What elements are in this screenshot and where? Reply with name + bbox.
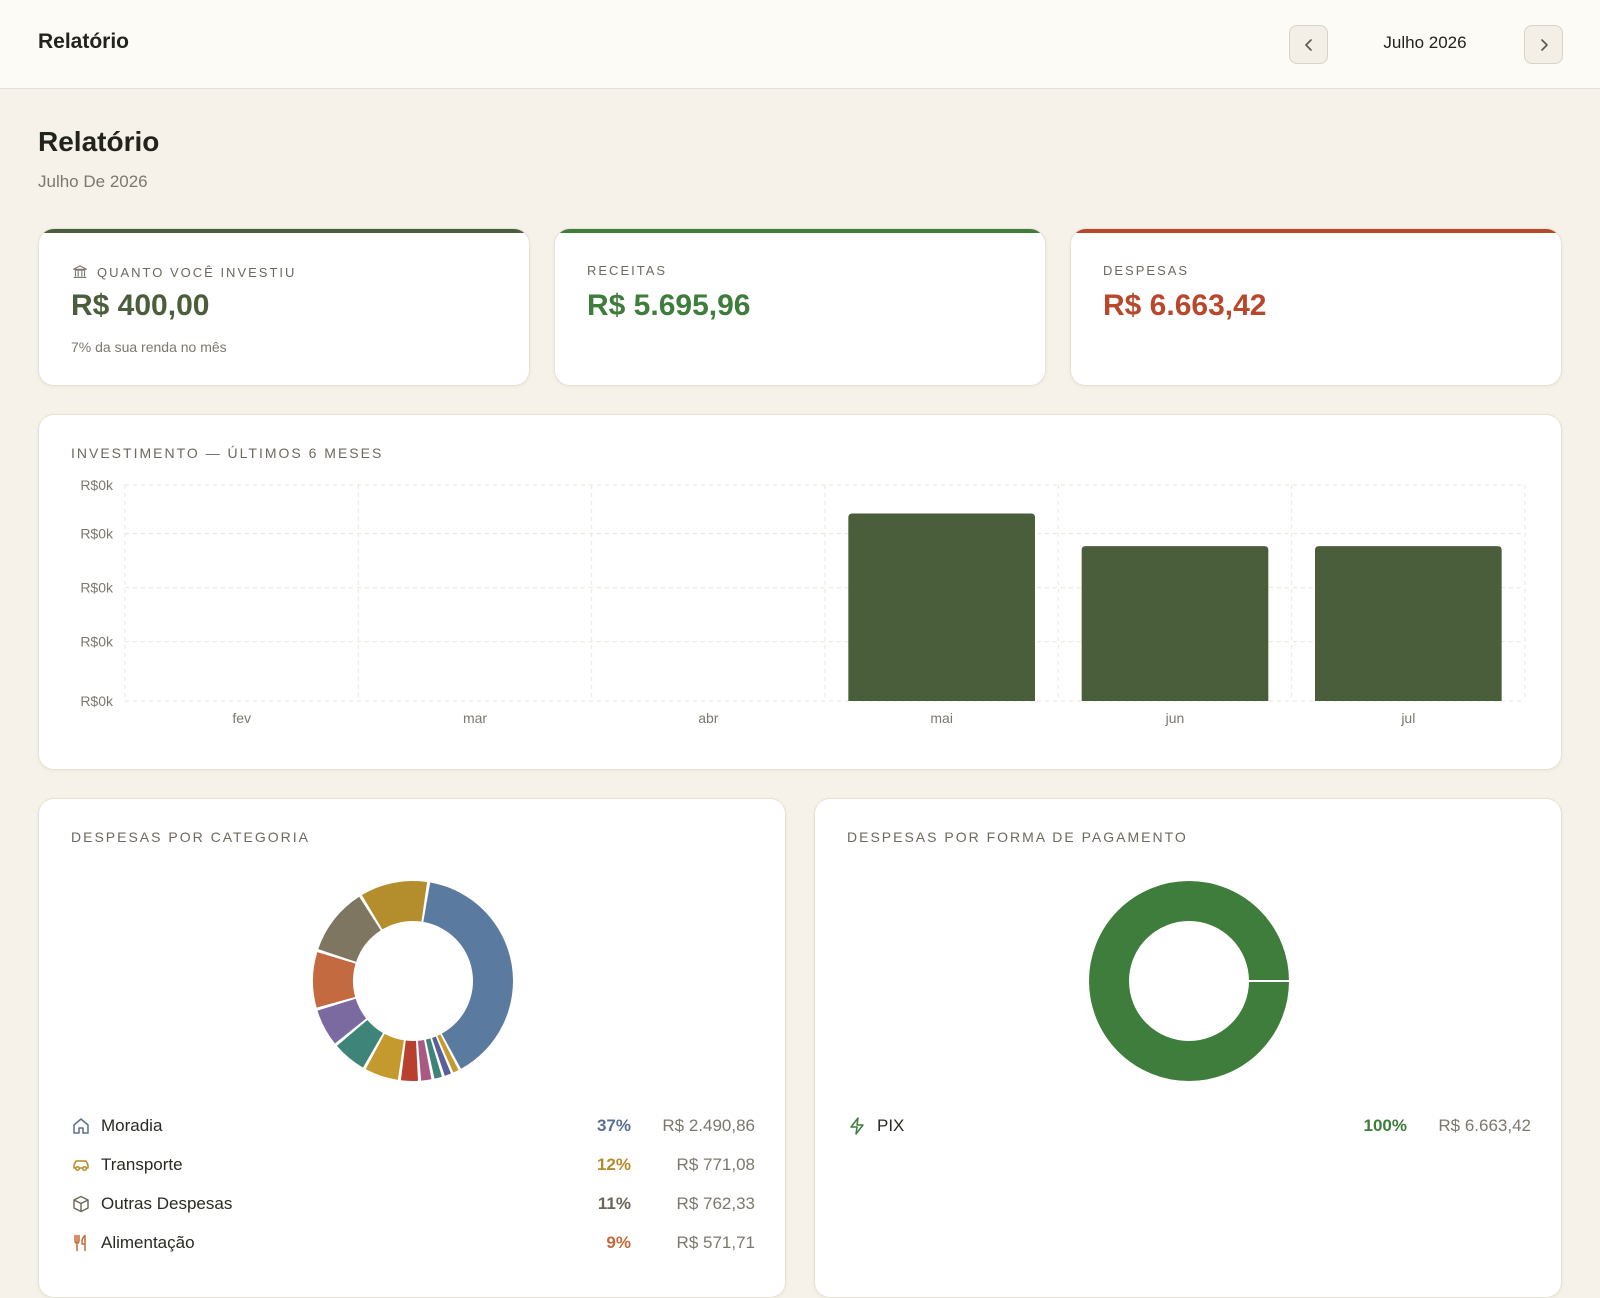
invested-label-text: QUANTO VOCÊ INVESTIU [97, 264, 297, 280]
invested-value: R$ 400,00 [71, 289, 210, 322]
investment-chart-title: INVESTIMENTO — ÚLTIMOS 6 MESES [71, 445, 384, 461]
legend-item-amount: R$ 2.490,86 [662, 1115, 755, 1135]
chevron-right-icon [1540, 38, 1548, 51]
bar-jul [1315, 546, 1502, 701]
category-card: DESPESAS POR CATEGORIA Moradia 37% R$ 2.49… [38, 798, 786, 1298]
legend-item-percent: 9% [606, 1232, 631, 1252]
card-accent [555, 229, 1045, 233]
previous-month-button[interactable] [1289, 25, 1328, 64]
invested-card: QUANTO VOCÊ INVESTIU R$ 400,00 7% da sua… [38, 228, 530, 386]
payment-donut-chart [1089, 881, 1289, 1081]
legend-item-amount: R$ 771,08 [676, 1154, 755, 1174]
x-tick-label: mai [930, 710, 953, 726]
legend-item-amount: R$ 762,33 [676, 1193, 755, 1213]
donut-slice [317, 998, 367, 1044]
donut-slice [365, 1033, 404, 1080]
app-title: Relatório [38, 30, 130, 53]
lightning-icon [847, 1116, 867, 1136]
legend-item-name: PIX [877, 1115, 905, 1135]
y-tick-label: R$0k [80, 634, 114, 650]
legend-item: Outras Despesas 11% R$ 762,33 [71, 1184, 755, 1223]
expenses-label: DESPESAS [1103, 263, 1190, 278]
x-tick-label: jun [1165, 710, 1185, 726]
legend-item-name: Alimentação [101, 1232, 195, 1252]
donut-slice [417, 1039, 432, 1081]
legend-item-amount: R$ 6.663,42 [1438, 1115, 1531, 1135]
bar-jun [1081, 546, 1269, 701]
donut-slice [361, 881, 428, 930]
y-tick-label: R$0k [80, 580, 114, 596]
bar-mai [848, 513, 1035, 701]
category-donut-chart [313, 881, 513, 1081]
income-value: R$ 5.695,96 [587, 289, 751, 322]
top-bar: Relatório Julho 2026 [0, 0, 1600, 89]
card-accent [1071, 229, 1561, 233]
box-icon [71, 1194, 91, 1214]
investment-chart-card: INVESTIMENTO — ÚLTIMOS 6 MESES R$0k R$0k R… [38, 414, 1562, 770]
income-label: RECEITAS [587, 263, 668, 278]
income-card: RECEITAS R$ 5.695,96 [554, 228, 1046, 386]
legend-item-amount: R$ 571,71 [676, 1232, 755, 1252]
expenses-value: R$ 6.663,42 [1103, 289, 1267, 322]
donut-slice [432, 1036, 451, 1076]
category-section-title: DESPESAS POR CATEGORIA [71, 829, 311, 845]
card-accent [39, 229, 529, 233]
legend-item-percent: 12% [596, 1154, 631, 1174]
legend-item-name: Moradia [101, 1115, 163, 1135]
page-title: Relatório [38, 126, 160, 157]
legend-item-percent: 11% [597, 1193, 631, 1213]
legend-item: Moradia 37% R$ 2.490,86 [71, 1106, 755, 1145]
x-tick-label: abr [698, 710, 719, 726]
payment-section-title: DESPESAS POR FORMA DE PAGAMENTO [847, 829, 1188, 845]
donut-slice [425, 1038, 442, 1079]
utensils-icon [71, 1233, 91, 1253]
donut-slice [1089, 881, 1289, 1081]
category-legend: Moradia 37% R$ 2.490,86 Transporte 12% R$ 771… [71, 1106, 755, 1262]
donut-slice [437, 1034, 459, 1073]
home-icon [71, 1116, 91, 1136]
donut-slice [313, 952, 356, 1008]
next-month-button[interactable] [1524, 25, 1563, 64]
donut-slice [336, 1019, 383, 1068]
donut-slice [423, 882, 513, 1069]
car-icon [71, 1155, 91, 1175]
payment-legend: PIX 100% R$ 6.663,42 [847, 1106, 1531, 1145]
legend-item-name: Outras Despesas [101, 1193, 233, 1213]
x-tick-label: mar [463, 710, 487, 726]
x-tick-label: fev [232, 710, 251, 726]
x-tick-label: jul [1400, 710, 1415, 726]
legend-item: PIX 100% R$ 6.663,42 [847, 1106, 1531, 1145]
y-tick-label: R$0k [80, 477, 114, 493]
y-tick-label: R$0k [80, 526, 114, 542]
bank-icon [73, 265, 87, 278]
legend-item: Alimentação 9% R$ 571,71 [71, 1223, 755, 1262]
legend-item: Transporte 12% R$ 771,08 [71, 1145, 755, 1184]
legend-item-percent: 37% [596, 1115, 631, 1135]
page-subtitle: Julho De 2026 [38, 172, 148, 191]
legend-item-percent: 100% [1363, 1115, 1407, 1135]
y-tick-label: R$0k [80, 693, 114, 709]
donut-slice [318, 896, 381, 962]
invested-note: 7% da sua renda no mês [71, 339, 227, 355]
legend-item-name: Transporte [101, 1154, 183, 1174]
investment-bar-chart: R$0k R$0k R$0k R$0k R$0k fev mar abr mai jun jul [80, 477, 1526, 726]
current-month-label: Julho 2026 [1383, 33, 1467, 52]
payment-card: DESPESAS POR FORMA DE PAGAMENTO PIX 100% R… [814, 798, 1562, 1298]
expenses-card: DESPESAS R$ 6.663,42 [1070, 228, 1562, 386]
chevron-left-icon [1304, 38, 1312, 51]
invested-label: QUANTO VOCÊ INVESTIU [71, 263, 296, 281]
donut-slice [400, 1040, 419, 1081]
